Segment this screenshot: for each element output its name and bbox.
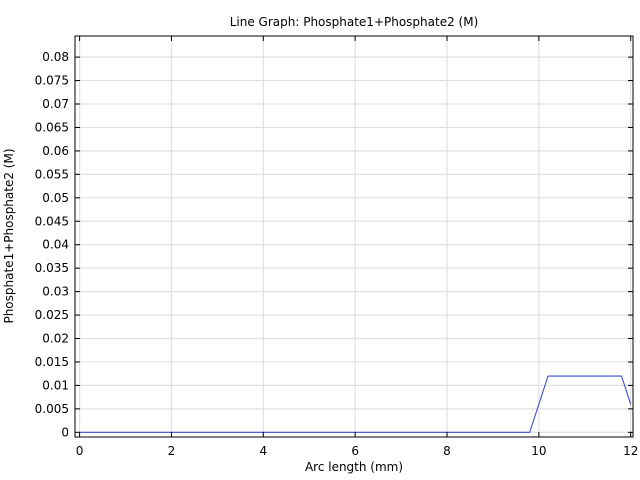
y-tick-label: 0.08 bbox=[42, 50, 69, 64]
y-tick-label: 0.055 bbox=[35, 167, 69, 181]
y-tick-label: 0.045 bbox=[35, 214, 69, 228]
y-tick-label: 0.065 bbox=[35, 120, 69, 134]
x-tick-labels: 0 2 4 6 8 10 12 bbox=[76, 444, 639, 458]
x-tick-label: 2 bbox=[168, 444, 176, 458]
grid bbox=[75, 36, 633, 437]
y-tick-label: 0.04 bbox=[42, 238, 69, 252]
y-tick-label: 0.025 bbox=[35, 308, 69, 322]
y-tick-label: 0.07 bbox=[42, 97, 69, 111]
x-tick-label: 6 bbox=[351, 444, 359, 458]
ticks bbox=[75, 36, 633, 437]
x-axis-label: Arc length (mm) bbox=[305, 460, 403, 474]
y-tick-labels: 0 0.005 0.01 0.015 0.02 0.025 0.03 0.035 0.04 0.0… bbox=[35, 50, 69, 439]
y-tick-label: 0.035 bbox=[35, 261, 69, 275]
y-tick-label: 0.03 bbox=[42, 285, 69, 299]
y-tick-label: 0.005 bbox=[35, 402, 69, 416]
y-tick-label: 0.075 bbox=[35, 74, 69, 88]
y-tick-label: 0.05 bbox=[42, 191, 69, 205]
x-tick-label: 12 bbox=[623, 444, 638, 458]
series-line bbox=[79, 375, 632, 433]
plot-frame bbox=[74, 35, 634, 438]
chart-title: Line Graph: Phosphate1+Phosphate2 (M) bbox=[230, 15, 479, 29]
x-tick-label: 4 bbox=[259, 444, 267, 458]
y-tick-label: 0.02 bbox=[42, 332, 69, 346]
y-axis-label: Phosphate1+Phosphate2 (M) bbox=[2, 148, 16, 323]
x-tick-label: 0 bbox=[76, 444, 84, 458]
y-tick-label: 0.015 bbox=[35, 355, 69, 369]
y-tick-label: 0.06 bbox=[42, 144, 69, 158]
x-tick-label: 10 bbox=[531, 444, 546, 458]
y-tick-label: 0 bbox=[61, 425, 69, 439]
series-layer bbox=[79, 375, 632, 433]
y-tick-label: 0.01 bbox=[42, 378, 69, 392]
x-tick-label: 8 bbox=[443, 444, 451, 458]
